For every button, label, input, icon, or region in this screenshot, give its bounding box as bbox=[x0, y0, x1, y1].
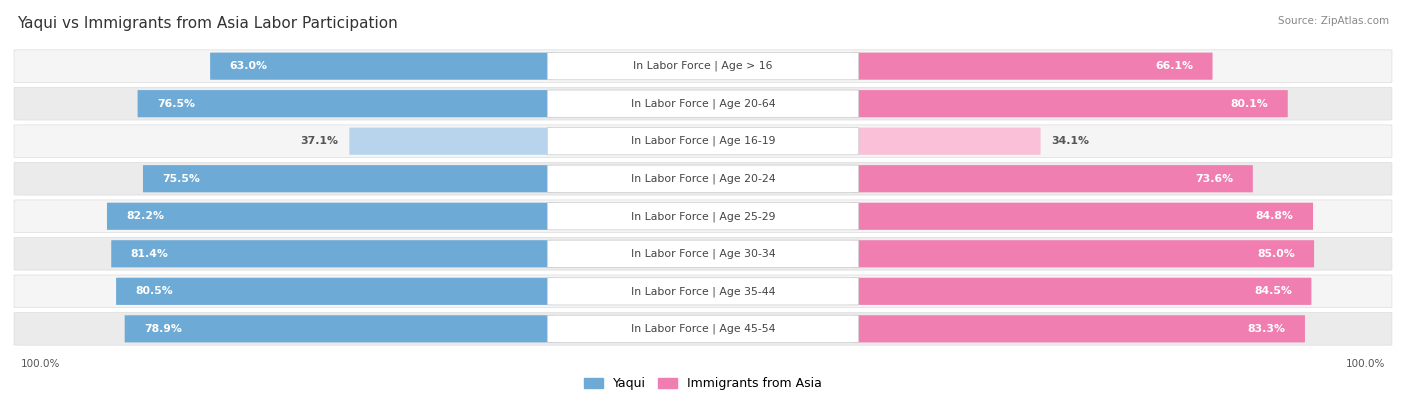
FancyBboxPatch shape bbox=[547, 278, 859, 305]
FancyBboxPatch shape bbox=[14, 200, 1392, 233]
FancyBboxPatch shape bbox=[111, 240, 554, 267]
Text: Source: ZipAtlas.com: Source: ZipAtlas.com bbox=[1278, 16, 1389, 26]
Text: 63.0%: 63.0% bbox=[229, 61, 267, 71]
FancyBboxPatch shape bbox=[852, 203, 1313, 230]
Text: In Labor Force | Age 20-64: In Labor Force | Age 20-64 bbox=[631, 98, 775, 109]
FancyBboxPatch shape bbox=[143, 165, 554, 192]
Text: 100.0%: 100.0% bbox=[21, 359, 60, 369]
FancyBboxPatch shape bbox=[852, 53, 1212, 80]
FancyBboxPatch shape bbox=[852, 278, 1312, 305]
Text: 80.5%: 80.5% bbox=[135, 286, 173, 296]
Text: 84.5%: 84.5% bbox=[1254, 286, 1292, 296]
Text: 81.4%: 81.4% bbox=[131, 249, 169, 259]
FancyBboxPatch shape bbox=[14, 275, 1392, 308]
FancyBboxPatch shape bbox=[547, 315, 859, 342]
FancyBboxPatch shape bbox=[14, 312, 1392, 345]
FancyBboxPatch shape bbox=[138, 90, 554, 117]
Text: In Labor Force | Age 35-44: In Labor Force | Age 35-44 bbox=[631, 286, 775, 297]
Text: In Labor Force | Age > 16: In Labor Force | Age > 16 bbox=[633, 61, 773, 71]
FancyBboxPatch shape bbox=[852, 315, 1305, 342]
FancyBboxPatch shape bbox=[547, 240, 859, 267]
FancyBboxPatch shape bbox=[14, 50, 1392, 83]
Text: 73.6%: 73.6% bbox=[1195, 174, 1233, 184]
Text: 75.5%: 75.5% bbox=[162, 174, 200, 184]
Text: 84.8%: 84.8% bbox=[1256, 211, 1294, 221]
FancyBboxPatch shape bbox=[547, 90, 859, 117]
Text: In Labor Force | Age 45-54: In Labor Force | Age 45-54 bbox=[631, 324, 775, 334]
Text: 37.1%: 37.1% bbox=[301, 136, 339, 146]
Text: 34.1%: 34.1% bbox=[1052, 136, 1090, 146]
Text: In Labor Force | Age 16-19: In Labor Force | Age 16-19 bbox=[631, 136, 775, 147]
FancyBboxPatch shape bbox=[547, 53, 859, 80]
Legend: Yaqui, Immigrants from Asia: Yaqui, Immigrants from Asia bbox=[579, 372, 827, 395]
FancyBboxPatch shape bbox=[14, 87, 1392, 120]
Text: 83.3%: 83.3% bbox=[1247, 324, 1285, 334]
FancyBboxPatch shape bbox=[125, 315, 554, 342]
FancyBboxPatch shape bbox=[547, 128, 859, 155]
Text: 78.9%: 78.9% bbox=[143, 324, 181, 334]
FancyBboxPatch shape bbox=[852, 165, 1253, 192]
FancyBboxPatch shape bbox=[852, 90, 1288, 117]
FancyBboxPatch shape bbox=[117, 278, 554, 305]
FancyBboxPatch shape bbox=[349, 128, 554, 155]
Text: 80.1%: 80.1% bbox=[1230, 99, 1268, 109]
Text: 82.2%: 82.2% bbox=[127, 211, 165, 221]
FancyBboxPatch shape bbox=[547, 165, 859, 192]
Text: In Labor Force | Age 20-24: In Labor Force | Age 20-24 bbox=[631, 173, 775, 184]
FancyBboxPatch shape bbox=[107, 203, 554, 230]
FancyBboxPatch shape bbox=[852, 240, 1315, 267]
FancyBboxPatch shape bbox=[209, 53, 554, 80]
Text: Yaqui vs Immigrants from Asia Labor Participation: Yaqui vs Immigrants from Asia Labor Part… bbox=[17, 16, 398, 31]
FancyBboxPatch shape bbox=[547, 203, 859, 230]
FancyBboxPatch shape bbox=[14, 125, 1392, 158]
Text: 85.0%: 85.0% bbox=[1257, 249, 1295, 259]
FancyBboxPatch shape bbox=[14, 162, 1392, 195]
Text: In Labor Force | Age 25-29: In Labor Force | Age 25-29 bbox=[631, 211, 775, 222]
Text: In Labor Force | Age 30-34: In Labor Force | Age 30-34 bbox=[631, 248, 775, 259]
Text: 76.5%: 76.5% bbox=[157, 99, 195, 109]
Text: 66.1%: 66.1% bbox=[1156, 61, 1194, 71]
Text: 100.0%: 100.0% bbox=[1346, 359, 1385, 369]
FancyBboxPatch shape bbox=[14, 237, 1392, 270]
FancyBboxPatch shape bbox=[852, 128, 1040, 155]
